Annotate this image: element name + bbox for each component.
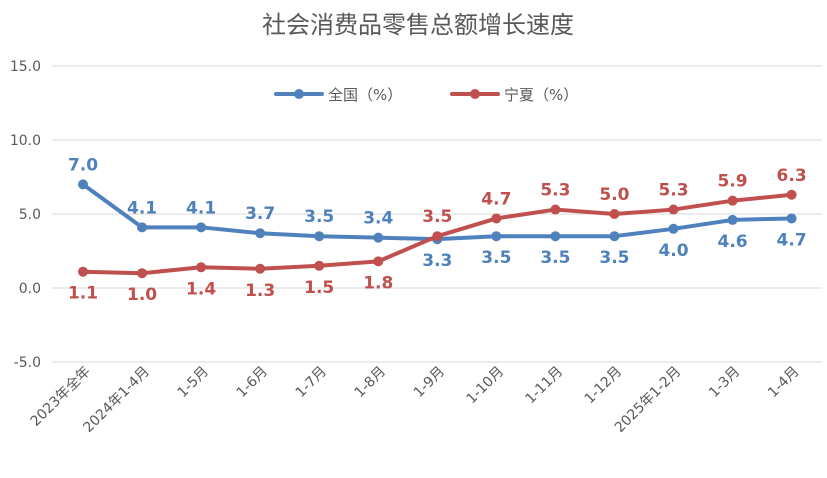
x-tick-label: 1-10月 <box>463 364 507 408</box>
data-label: 1.0 <box>127 285 157 305</box>
data-label: 4.6 <box>717 232 747 252</box>
data-point <box>550 204 561 215</box>
y-tick-label: -5.0 <box>14 355 41 371</box>
y-tick-label: 10.0 <box>10 133 41 149</box>
data-label: 3.5 <box>599 248 629 268</box>
gridlines <box>52 65 822 363</box>
x-tick-label: 1-12月 <box>582 364 626 408</box>
x-tick-label: 1-9月 <box>411 364 448 401</box>
data-label: 3.7 <box>245 204 275 224</box>
data-point <box>609 209 620 219</box>
legend-label: 全国（%） <box>328 86 402 104</box>
data-label: 1.8 <box>363 273 393 293</box>
data-point <box>255 228 266 239</box>
data-label: 3.5 <box>304 207 334 227</box>
data-label: 1.5 <box>304 278 334 298</box>
data-point <box>786 213 797 224</box>
chart-title: 社会消费品零售总额增长速度 <box>262 11 574 39</box>
legend-marker <box>294 89 304 99</box>
data-label: 5.3 <box>658 181 688 201</box>
data-point <box>78 266 88 277</box>
data-label: 3.5 <box>422 207 452 227</box>
data-point <box>727 214 738 225</box>
data-label: 4.0 <box>658 241 688 261</box>
data-point <box>491 231 502 242</box>
x-tick-label: 1-7月 <box>293 364 330 401</box>
data-point <box>491 213 502 224</box>
series-national: 7.0 4.1 4.1 3.7 3.5 3.4 3.3 3.5 3.5 3.5 4.0 4.6 4.7 <box>68 155 807 271</box>
data-point <box>609 231 620 242</box>
data-label: 4.1 <box>186 198 216 218</box>
data-label: 4.7 <box>777 230 807 250</box>
data-point <box>727 195 738 206</box>
x-tick-label: 1-5月 <box>175 364 212 401</box>
legend: 全国（%） 宁夏（%） <box>274 86 578 104</box>
data-point <box>786 189 797 200</box>
data-label: 3.3 <box>422 251 452 271</box>
data-point <box>668 204 679 215</box>
x-tick-label: 1-3月 <box>706 364 743 401</box>
data-label: 6.3 <box>777 166 807 186</box>
data-point <box>550 231 561 242</box>
data-point <box>314 231 325 242</box>
data-point <box>314 260 325 271</box>
data-label: 3.5 <box>481 248 511 268</box>
x-tick-label: 2023年全年 <box>27 363 94 430</box>
data-label: 1.4 <box>186 279 216 299</box>
data-point <box>137 268 148 279</box>
data-point <box>78 179 88 190</box>
legend-marker <box>470 89 480 99</box>
data-label: 3.4 <box>363 209 393 229</box>
data-label: 1.1 <box>68 284 98 304</box>
data-label: 3.5 <box>540 248 570 268</box>
data-point <box>196 262 207 273</box>
data-point <box>432 231 443 242</box>
data-point <box>137 222 148 233</box>
data-point <box>373 256 384 267</box>
data-label: 5.9 <box>717 172 747 192</box>
data-point <box>668 223 679 234</box>
x-tick-label: 1-11月 <box>523 364 567 408</box>
x-tick-label: 1-6月 <box>234 364 271 401</box>
y-tick-label: 15.0 <box>10 59 41 75</box>
data-label: 4.7 <box>481 189 511 209</box>
x-tick-label: 1-8月 <box>352 364 389 401</box>
y-axis: 15.0 10.0 5.0 0.0 -5.0 <box>10 59 41 371</box>
x-tick-label: 1-4月 <box>765 364 802 401</box>
data-point <box>196 222 207 233</box>
data-label: 4.1 <box>127 198 157 218</box>
legend-label: 宁夏（%） <box>504 86 578 104</box>
y-tick-label: 0.0 <box>19 281 41 297</box>
y-tick-label: 5.0 <box>19 207 41 223</box>
data-point <box>373 232 384 243</box>
series-ningxia: 1.1 1.0 1.4 1.3 1.5 1.8 3.5 4.7 5.3 5.0 5.3 5.9 6.3 <box>68 166 807 305</box>
data-label: 5.3 <box>540 181 570 201</box>
data-point <box>255 263 266 274</box>
data-label: 7.0 <box>68 155 98 175</box>
data-label: 1.3 <box>245 281 275 301</box>
data-label: 5.0 <box>599 185 629 205</box>
